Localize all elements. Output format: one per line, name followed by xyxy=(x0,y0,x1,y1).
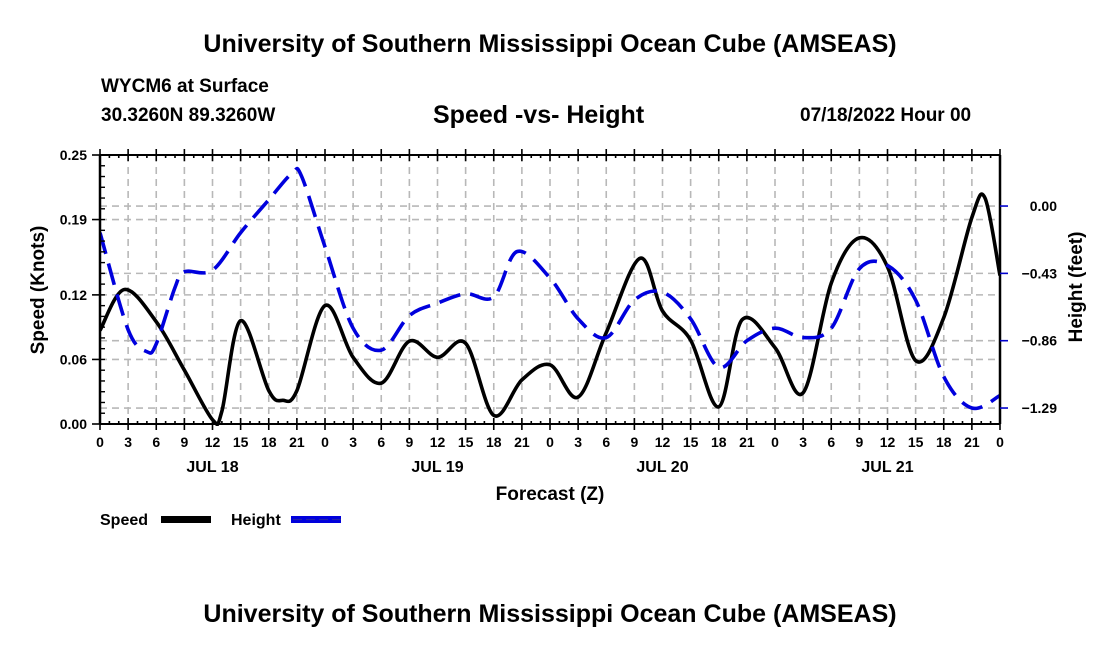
x-tick-label: 9 xyxy=(405,434,413,450)
x-tick-label: 0 xyxy=(771,434,779,450)
station-label: WYCM6 at Surface xyxy=(101,76,269,97)
x-tick-label: 0 xyxy=(96,434,104,450)
x-date-label: JUL 21 xyxy=(861,459,913,476)
x-date-label: JUL 18 xyxy=(186,459,238,476)
x-date-label: JUL 20 xyxy=(636,459,688,476)
y-tick-label: 0.19 xyxy=(60,212,87,228)
x-tick-label: 9 xyxy=(630,434,638,450)
x-tick-label: 18 xyxy=(486,434,502,450)
x-date-label: JUL 19 xyxy=(411,459,463,476)
x-tick-label: 6 xyxy=(152,434,160,450)
grid-lines xyxy=(100,155,1000,424)
y-tick-label: 0.25 xyxy=(60,147,87,163)
y2-axis-title: Height (feet) xyxy=(1066,232,1087,343)
chart-subtitle: Speed -vs- Height xyxy=(433,101,645,129)
axes: 0 3 6 9 12 15 18 21 0 3 6 9 12 15 18 21 0 3 6 9 12 15 18 21 0 3 6 9… xyxy=(60,147,1057,476)
x-tick-label: 3 xyxy=(799,434,807,450)
main-title: University of Southern Mississippi Ocean… xyxy=(203,30,897,58)
y2-tick-label: −1.29 xyxy=(1022,400,1058,416)
x-tick-label: 21 xyxy=(289,434,305,450)
x-tick-label: 0 xyxy=(546,434,554,450)
coordinates-label: 30.3260N 89.3260W xyxy=(101,105,276,126)
x-tick-label: 18 xyxy=(261,434,277,450)
y-tick-label: 0.06 xyxy=(60,351,87,367)
x-axis-title: Forecast (Z) xyxy=(496,484,605,505)
series-line-speed xyxy=(100,192,1000,426)
x-tick-label: 15 xyxy=(908,434,924,450)
x-tick-label: 18 xyxy=(936,434,952,450)
y2-tick-label: −0.86 xyxy=(1022,333,1058,349)
x-tick-label: 3 xyxy=(574,434,582,450)
footer-title: University of Southern Mississippi Ocean… xyxy=(203,600,897,628)
x-tick-label: 3 xyxy=(349,434,357,450)
x-tick-label: 6 xyxy=(377,434,385,450)
x-tick-label: 12 xyxy=(205,434,221,450)
y2-tick-label: −0.43 xyxy=(1022,265,1058,281)
x-tick-label: 0 xyxy=(321,434,329,450)
x-tick-label: 9 xyxy=(855,434,863,450)
legend-swatch-height xyxy=(291,516,341,523)
x-tick-label: 21 xyxy=(739,434,755,450)
y2-tick-label: 0.00 xyxy=(1030,198,1057,214)
x-tick-label: 0 xyxy=(996,434,1004,450)
y-axis-title: Speed (Knots) xyxy=(28,226,49,355)
x-tick-label: 18 xyxy=(711,434,727,450)
series-line-height xyxy=(100,166,1000,411)
x-tick-label: 9 xyxy=(180,434,188,450)
x-tick-label: 12 xyxy=(655,434,671,450)
x-tick-label: 21 xyxy=(514,434,530,450)
series-layer xyxy=(100,166,1000,426)
x-tick-label: 12 xyxy=(430,434,446,450)
x-tick-label: 3 xyxy=(124,434,132,450)
x-tick-label: 15 xyxy=(683,434,699,450)
forecast-datetime: 07/18/2022 Hour 00 xyxy=(800,105,972,126)
x-tick-label: 12 xyxy=(880,434,896,450)
x-tick-label: 21 xyxy=(964,434,980,450)
legend-label-speed: Speed xyxy=(100,512,148,529)
legend: Speed Height xyxy=(100,512,341,529)
x-tick-label: 6 xyxy=(827,434,835,450)
legend-label-height: Height xyxy=(231,512,281,529)
legend-swatch-speed xyxy=(161,516,211,523)
y-tick-label: 0.12 xyxy=(60,287,87,303)
x-tick-label: 15 xyxy=(233,434,249,450)
x-tick-label: 15 xyxy=(458,434,474,450)
x-tick-label: 6 xyxy=(602,434,610,450)
y-tick-label: 0.00 xyxy=(60,416,87,432)
